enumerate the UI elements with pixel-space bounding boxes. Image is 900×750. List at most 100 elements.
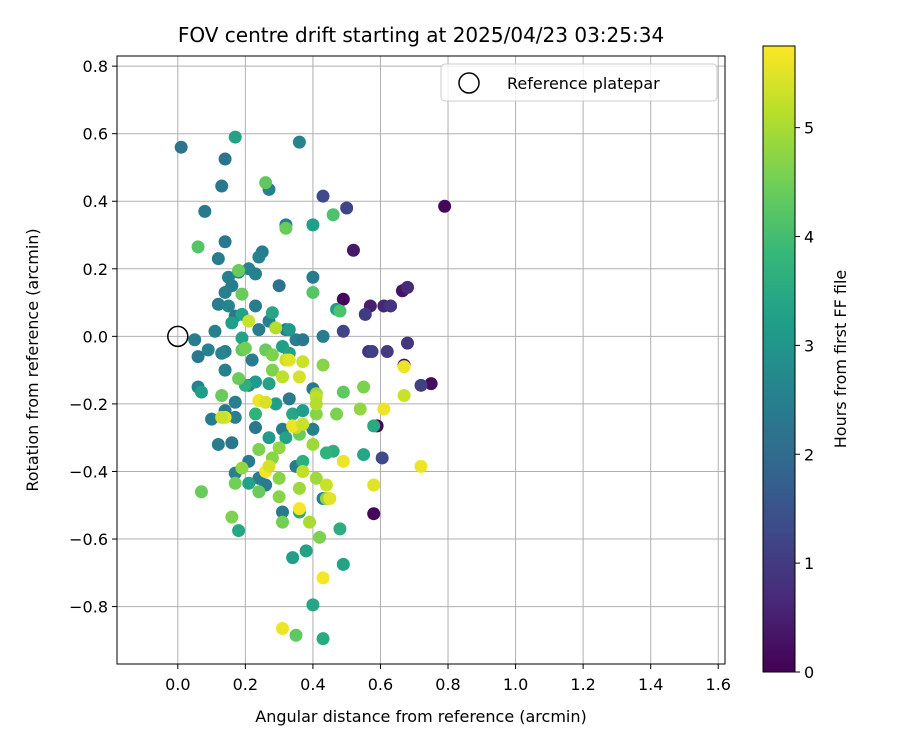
data-point — [309, 471, 323, 485]
x-tick-label: 0.2 — [233, 675, 258, 694]
data-point — [367, 419, 381, 433]
data-point — [330, 407, 344, 421]
data-point — [215, 346, 229, 360]
data-point — [375, 451, 389, 465]
data-point — [357, 380, 371, 394]
data-point — [377, 402, 391, 416]
data-point — [215, 388, 229, 402]
data-point — [191, 350, 205, 364]
chart-title: FOV centre drift starting at 2025/04/23 … — [178, 23, 664, 47]
reference-layer — [167, 325, 189, 348]
x-axis-ticks: 0.0 0.2 0.4 0.6 0.8 1.0 1.2 1.4 1.6 — [165, 664, 731, 694]
data-point — [235, 461, 249, 475]
data-point — [238, 341, 252, 355]
colorbar-tick-label: 2 — [804, 445, 814, 464]
data-point — [316, 358, 330, 372]
data-point — [198, 204, 212, 218]
data-point — [218, 152, 232, 166]
data-point — [225, 316, 239, 330]
data-point — [265, 306, 279, 320]
x-tick-label: 1.2 — [570, 675, 595, 694]
y-tick-label: −0.8 — [69, 598, 108, 617]
data-point — [272, 490, 286, 504]
data-point — [313, 530, 327, 544]
data-point — [252, 443, 266, 457]
data-point — [306, 598, 320, 612]
data-point — [242, 314, 256, 328]
data-point — [397, 388, 411, 402]
data-point — [259, 395, 273, 409]
data-point — [276, 515, 290, 529]
data-point — [218, 285, 232, 299]
data-point — [248, 407, 262, 421]
data-point — [276, 622, 290, 636]
data-point — [221, 299, 235, 313]
data-point — [248, 375, 262, 389]
data-point — [323, 491, 337, 505]
data-point — [211, 252, 225, 266]
data-point — [357, 448, 371, 462]
data-point — [438, 199, 452, 213]
data-point — [358, 307, 372, 321]
data-point — [296, 333, 310, 347]
data-point — [205, 412, 219, 426]
data-point — [252, 323, 266, 337]
data-point — [225, 436, 239, 450]
data-point — [299, 544, 313, 558]
data-point — [333, 304, 347, 318]
legend-box — [440, 63, 718, 102]
x-tick-label: 0.6 — [368, 675, 393, 694]
data-point — [245, 353, 259, 367]
data-point — [380, 345, 394, 359]
data-point — [309, 397, 323, 411]
data-point — [235, 331, 249, 345]
data-point — [289, 628, 303, 642]
data-point — [259, 176, 273, 190]
data-point — [346, 243, 360, 257]
data-points — [174, 130, 452, 646]
data-point — [232, 263, 246, 277]
data-point — [316, 571, 330, 585]
data-point — [292, 370, 306, 384]
data-point — [336, 324, 350, 338]
data-point — [367, 507, 381, 521]
colorbar-ticks: 0 1 2 3 4 5 — [795, 119, 814, 682]
data-point — [397, 360, 411, 374]
data-point — [326, 208, 340, 222]
colorbar-tick-label: 4 — [804, 228, 814, 247]
data-point — [319, 478, 333, 492]
data-point — [316, 189, 330, 203]
data-point — [188, 333, 202, 347]
data-point — [194, 385, 208, 399]
data-point — [296, 355, 310, 369]
data-point — [232, 524, 246, 538]
data-point — [365, 345, 379, 359]
data-point — [218, 235, 232, 249]
data-point — [252, 250, 266, 264]
data-point — [336, 292, 350, 306]
data-point — [400, 280, 414, 294]
y-tick-label: 0.8 — [83, 57, 108, 76]
reference-platepar-marker — [167, 325, 189, 348]
grid-lines — [117, 56, 725, 664]
data-point — [228, 476, 242, 490]
data-point — [276, 505, 290, 519]
data-point — [228, 395, 242, 409]
data-point — [215, 410, 229, 424]
data-point — [211, 437, 225, 451]
y-axis-ticks: −0.8 −0.6 −0.4 −0.2 0.0 0.2 0.4 0.6 0.8 — [69, 57, 117, 617]
data-point — [424, 377, 438, 391]
colorbar-tick-label: 0 — [804, 663, 814, 682]
data-point — [414, 459, 428, 473]
data-point — [303, 515, 317, 529]
data-point — [269, 397, 283, 411]
data-point — [306, 437, 320, 451]
data-point — [286, 407, 300, 421]
legend-entry-reference: Reference platepar — [507, 74, 660, 93]
data-point — [218, 363, 232, 377]
data-point — [211, 297, 225, 311]
data-point — [228, 130, 242, 144]
colorbar-label: Hours from first FF file — [831, 270, 850, 449]
data-point — [228, 410, 242, 424]
